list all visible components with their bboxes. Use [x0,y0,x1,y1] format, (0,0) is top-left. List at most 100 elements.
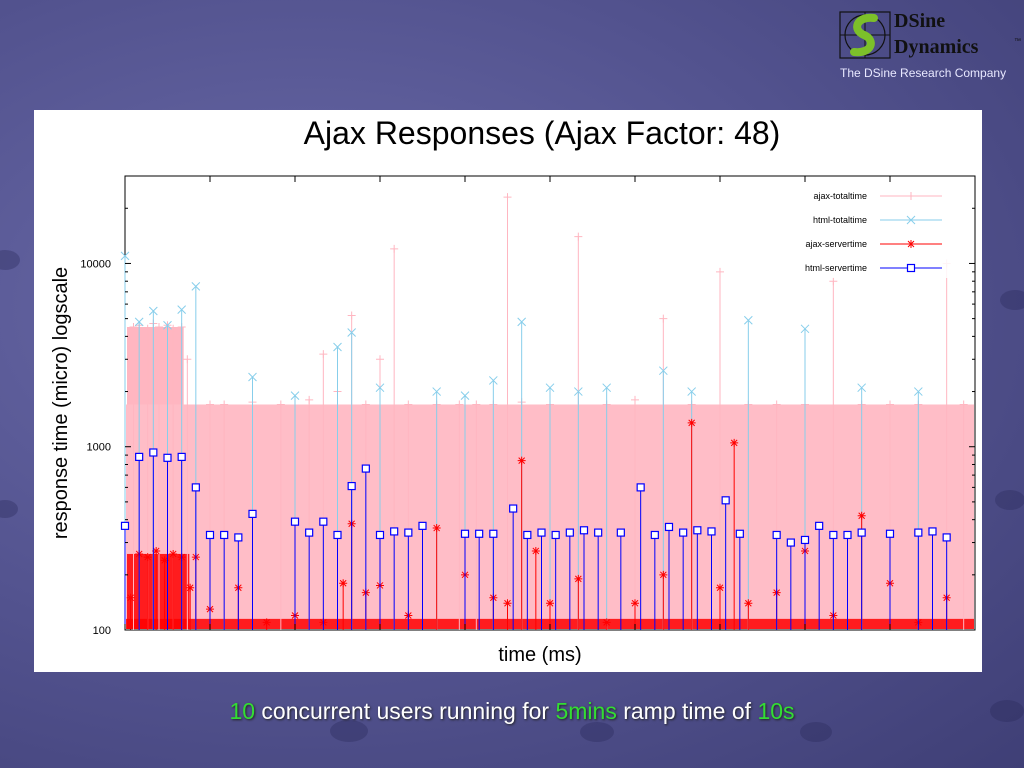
html-servertime-point [707,527,716,536]
ajax-totaltime-point [716,267,724,276]
legend-label: ajax-totaltime [813,191,867,201]
html-totaltime-point [134,317,144,327]
logo-text-line2: Dynamics [894,36,979,58]
html-servertime-point [772,530,781,540]
html-servertime-point [347,481,356,491]
html-servertime-point [650,530,659,540]
ajax-totaltime-point [886,400,894,409]
html-totaltime-point [602,383,612,393]
ajax-totaltime-point [659,314,668,323]
html-servertime-point [551,530,560,540]
html-totaltime-point [148,306,158,316]
html-totaltime-point [517,317,527,327]
ajax-totaltime-point [183,355,192,364]
html-servertime-point [163,453,172,462]
ajax-totaltime-point [206,400,214,409]
html-servertime-point [885,529,895,538]
ajax-servertime-point [143,553,152,562]
ajax-servertime-point [432,524,441,533]
ajax-totaltime-point [376,355,384,364]
html-servertime-point [205,530,215,540]
ajax-totaltime-point [155,323,163,332]
html-totaltime-point [333,342,342,352]
html-servertime-point [843,530,852,540]
html-totaltime-point [191,281,201,291]
html-servertime-point [191,483,200,492]
ajax-servertime-point [503,599,512,608]
html-servertime-point [375,530,385,540]
legend-label: ajax-servertime [805,239,867,249]
ajax-totaltime-band-early [127,327,184,405]
ajax-servertime-point [687,418,696,427]
html-servertime-point [305,528,314,537]
caption-text-2: ramp time of [616,698,758,724]
html-servertime-point [149,448,158,457]
ajax-servertime-point [152,546,161,555]
ajax-totaltime-point [631,395,639,404]
ajax-servertime-point [631,599,639,608]
html-totaltime-point [375,383,385,393]
html-servertime-point [664,522,674,532]
html-servertime-point [786,538,795,547]
html-totaltime-point [545,383,555,393]
ajax-servertime-point [169,549,178,558]
html-servertime-point [942,533,951,542]
ajax-totaltime-point [129,323,138,332]
html-totaltime-point [743,315,753,325]
html-servertime-point [390,527,399,536]
html-totaltime-point [488,376,498,385]
plot-content [120,193,974,630]
html-totaltime-point [913,387,923,396]
legend-marker [907,240,915,248]
ajax-totaltime-point [220,400,229,409]
ajax-servertime-point [186,583,195,592]
ajax-totaltime-point [772,400,781,409]
ajax-servertime-point [262,618,271,627]
html-servertime-point [404,528,413,537]
company-logo: DSine Dynamics ™ The DSine Research Comp… [838,6,1022,86]
html-servertime-point [679,528,688,537]
html-servertime-point [234,533,243,542]
html-totaltime-point [163,320,172,330]
html-servertime-point [735,529,744,538]
html-servertime-point [509,504,518,513]
html-servertime-point [636,483,645,492]
ajax-totaltime-point [404,400,413,409]
html-totaltime-point [120,251,130,261]
ajax-servertime-point [531,546,540,555]
legend-background [786,182,954,278]
ajax-totaltime-point [829,277,838,286]
html-totaltime-point [460,391,470,400]
ajax-servertime-point [602,618,611,627]
html-servertime-point [829,530,838,540]
ajax-totaltime-point [143,324,152,333]
ajax-servertime-point [339,579,348,588]
html-servertime-point [594,528,603,537]
y-tick-label: 10000 [80,258,111,270]
html-servertime-point [177,452,186,461]
ajax-servertime-point [517,456,526,465]
html-servertime-point [361,464,370,473]
html-totaltime-point [687,387,697,396]
y-tick-label: 1000 [87,442,111,454]
html-totaltime-point [857,383,867,393]
html-totaltime-point [177,305,187,314]
ajax-totaltime-point [319,350,328,359]
legend: ajax-totaltime html-totaltime ajax-servert… [786,182,954,278]
html-servertime-point [579,526,589,535]
html-servertime-point [135,452,144,461]
chart-title: Ajax Responses (Ajax Factor: 48) [304,115,781,151]
ajax-totaltime-point [574,232,583,241]
html-servertime-point [489,529,498,538]
html-totaltime-point [290,391,300,400]
html-servertime-point [319,517,328,526]
ajax-servertime-point [659,570,668,579]
caption-ramp-value: 10s [757,698,795,724]
ajax-totaltime-point [959,400,968,409]
html-servertime-point [290,517,300,526]
logo-text-line1: DSine [894,10,946,32]
ajax-totaltime-point [472,400,481,409]
html-servertime-point [616,528,625,537]
html-totaltime-point [248,372,257,382]
html-servertime-point [815,521,824,530]
